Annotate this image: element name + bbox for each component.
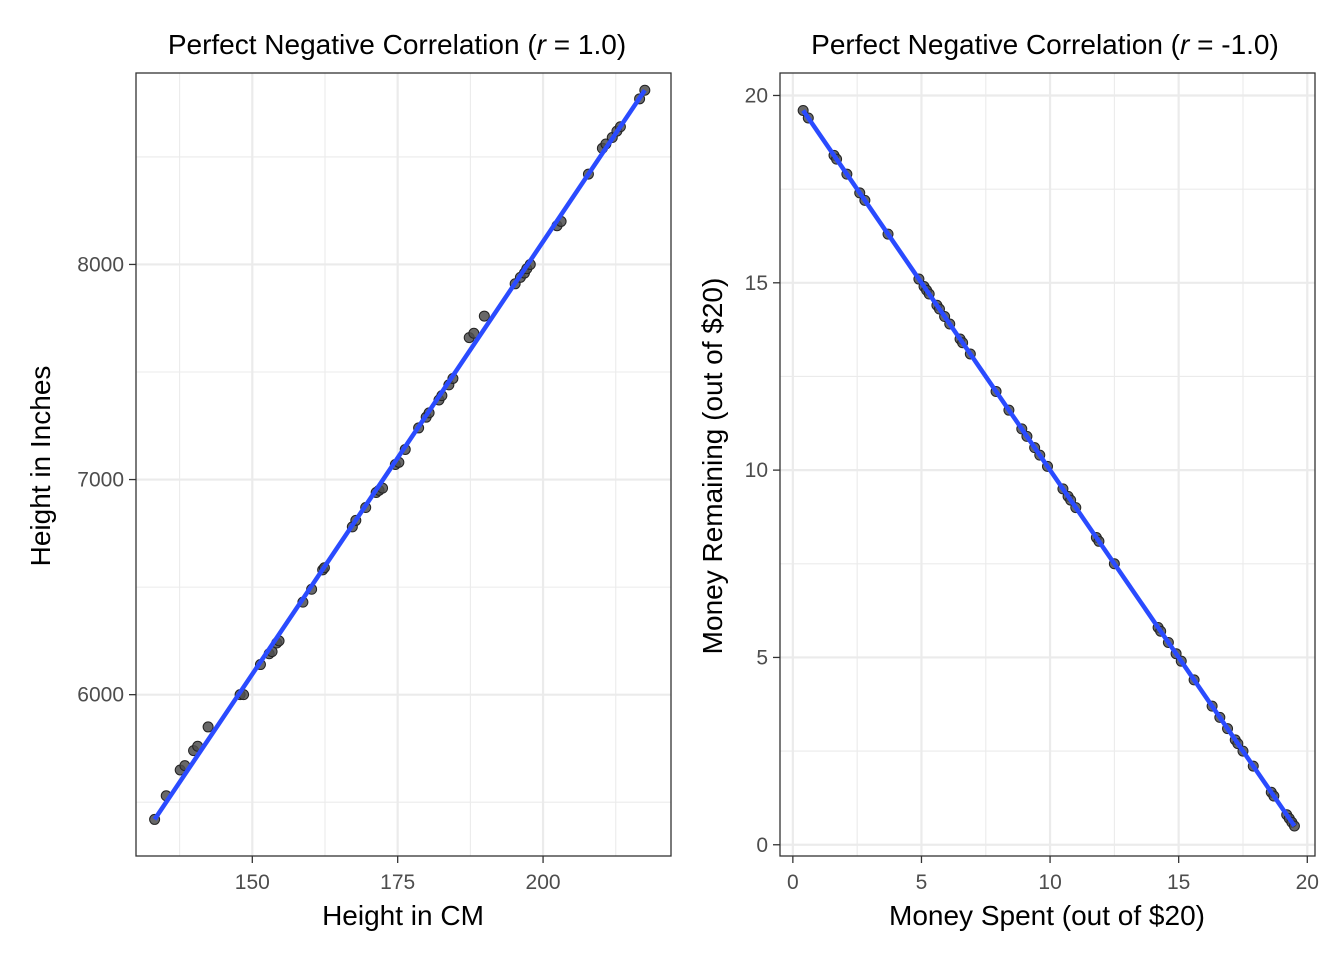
left-panel-border <box>135 72 672 857</box>
left-chart: Perfect Negative Correlation (r = 1.0) H… <box>25 29 672 931</box>
left-chart-title: Perfect Negative Correlation (r = 1.0) <box>168 29 626 60</box>
right-y-tick-label: 5 <box>756 646 768 669</box>
left-regression-line <box>152 88 647 821</box>
right-y-tick-label: 10 <box>745 459 768 482</box>
right-plot-area <box>779 72 1316 857</box>
left-y-axis-label: Height in Inches <box>25 366 56 567</box>
right-regression-line <box>801 109 1297 828</box>
right-x-tick-label: 5 <box>916 871 928 894</box>
left-y-tick-label: 7000 <box>77 469 124 492</box>
left-y-tick-label: 6000 <box>77 684 124 707</box>
right-x-tick-label: 0 <box>787 871 799 894</box>
left-x-tick-label: 150 <box>235 871 270 894</box>
right-x-tick-label: 15 <box>1167 871 1190 894</box>
right-chart: Perfect Negative Correlation (r = -1.0) … <box>697 29 1319 931</box>
right-chart-title: Perfect Negative Correlation (r = -1.0) <box>811 29 1279 60</box>
right-y-tick-label: 15 <box>745 272 768 295</box>
left-plot-area <box>135 72 672 857</box>
left-x-axis-label: Height in CM <box>322 900 484 931</box>
left-x-tick-label: 175 <box>380 871 415 894</box>
right-panel-border <box>779 72 1316 857</box>
left-data-point <box>478 310 490 322</box>
right-y-axis-label: Money Remaining (out of $20) <box>697 278 728 655</box>
right-x-tick-label: 20 <box>1296 871 1319 894</box>
right-y-tick-label: 0 <box>756 834 768 857</box>
right-x-axis-label: Money Spent (out of $20) <box>889 900 1205 931</box>
right-y-tick-label: 20 <box>745 84 768 107</box>
left-x-tick-label: 200 <box>526 871 561 894</box>
left-y-tick-label: 8000 <box>77 253 124 276</box>
right-x-tick-label: 10 <box>1038 871 1061 894</box>
left-data-point <box>202 721 214 733</box>
